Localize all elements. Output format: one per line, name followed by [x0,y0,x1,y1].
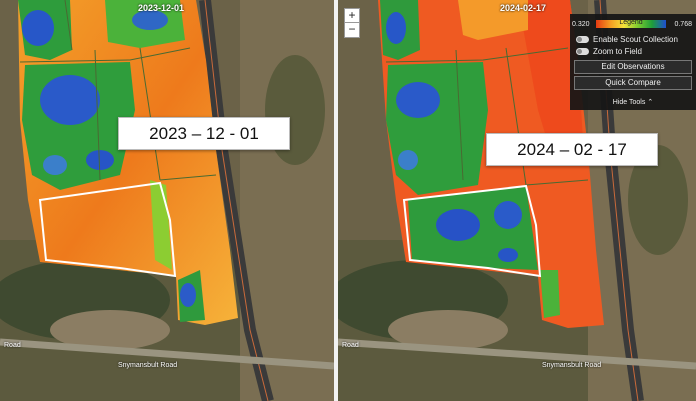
map-panel-right[interactable]: + − 2024-02-17 2024 – 02 - 17 Snymansbul… [338,0,696,401]
road-label: Snymansbult Road [542,362,602,369]
legend-max-value: 0.768 [674,21,692,28]
road-label-edge: Road [342,342,359,349]
map-panel-left[interactable]: 2023-12-01 2023 – 12 - 01 Snymansbult Ro… [0,0,334,401]
legend-color-bar [596,20,666,28]
date-label: 2024 – 02 - 17 [486,133,658,166]
hide-tools-button[interactable]: Hide Tools ⌃ [570,98,696,106]
tools-panel: 0.320 Legend 0.768 Enable Scout Collecti… [570,14,696,110]
toggle-label: Enable Scout Collection [593,35,678,44]
zoom-out-button[interactable]: − [344,22,360,38]
toggle-switch[interactable] [576,48,589,55]
panel-divider [334,0,338,401]
chevron-up-icon: ⌃ [647,99,654,106]
quick-compare-button[interactable]: Quick Compare [574,76,692,90]
road-label-edge: Road [4,342,21,349]
date-tag: 2023-12-01 [138,3,185,13]
date-tag: 2024-02-17 [500,3,547,13]
road-label: Snymansbult Road [118,362,178,369]
scout-collection-toggle-row[interactable]: Enable Scout Collection [576,35,678,44]
hide-tools-label: Hide Tools [612,99,646,106]
edit-observations-button[interactable]: Edit Observations [574,60,692,74]
satellite-map-left[interactable] [0,0,334,401]
toggle-label: Zoom to Field [593,47,642,56]
legend-title: Legend [619,19,643,26]
zoom-to-field-toggle-row[interactable]: Zoom to Field [576,47,642,56]
date-label: 2023 – 12 - 01 [118,117,290,150]
toggle-switch[interactable] [576,36,589,43]
legend-min-value: 0.320 [572,21,590,28]
